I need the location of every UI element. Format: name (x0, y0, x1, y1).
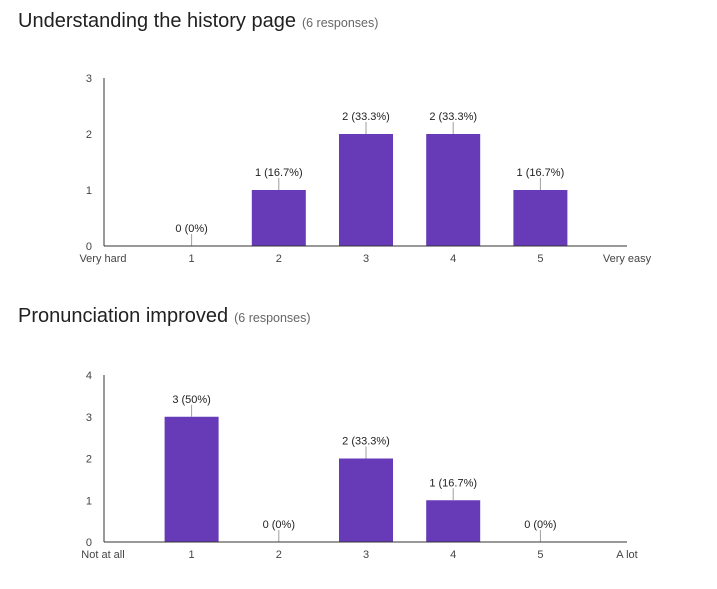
y-tick-label: 1 (86, 185, 92, 197)
response-count: (6 responses) (234, 311, 311, 325)
y-tick-label: 2 (86, 129, 92, 141)
bar (339, 458, 393, 542)
x-tick-label: 5 (537, 253, 543, 265)
x-tick-label: 2 (276, 253, 282, 265)
data-label: 1 (16.7%) (429, 477, 477, 489)
y-tick-label: 1 (86, 495, 92, 507)
x-tick-label: 5 (537, 549, 543, 561)
bar (164, 416, 219, 542)
y-tick-label: 3 (86, 412, 92, 424)
chart-title: Pronunciation improved (18, 305, 229, 327)
y-tick-label: 3 (86, 73, 92, 85)
x-start-label: Very hard (79, 253, 126, 265)
data-label: 3 (50%) (172, 394, 211, 406)
x-tick-label: 4 (450, 549, 456, 561)
bar (426, 134, 481, 246)
bar (339, 134, 393, 246)
x-tick-label: 1 (189, 549, 195, 561)
x-tick-label: 2 (276, 549, 282, 561)
y-tick-label: 2 (86, 454, 92, 466)
y-tick-label: 0 (86, 241, 92, 253)
data-label: 0 (0%) (263, 519, 295, 531)
chart-title: Understanding the history page (18, 10, 296, 32)
chart-panel-pronunciation: 0 1 2 3 4 3 (50%) 1 0 (0%) 2 2 (33.3%) 3 1 (16.7%) 4… (0, 295, 717, 589)
bar (426, 500, 481, 542)
x-end-label: A lot (616, 549, 637, 561)
bar-chart: 0 1 2 3 4 3 (50%) 1 0 (0%) 2 2 (33.3%) 3 1 (16.7%) 4… (81, 370, 637, 561)
bar-chart: 0 1 2 3 0 (0%) 1 1 (16.7%) 2 2 (33.3%) 3 2 (33.3%)… (79, 73, 652, 265)
data-label: 2 (33.3%) (342, 111, 390, 123)
x-end-label: Very easy (603, 253, 652, 265)
chart-header: Pronunciation improved (6 responses) (18, 305, 311, 328)
x-tick-label: 1 (189, 253, 195, 265)
bar (513, 190, 568, 246)
x-tick-label: 3 (363, 549, 369, 561)
data-label: 0 (0%) (524, 519, 556, 531)
data-label: 1 (16.7%) (255, 167, 303, 179)
x-tick-label: 4 (450, 253, 456, 265)
x-tick-label: 3 (363, 253, 369, 265)
chart-header: Understanding the history page (6 respons… (18, 10, 378, 33)
y-tick-label: 4 (86, 370, 92, 382)
data-label: 2 (33.3%) (342, 436, 390, 448)
x-start-label: Not at all (81, 549, 124, 561)
data-label: 0 (0%) (175, 223, 207, 235)
data-label: 1 (16.7%) (517, 167, 565, 179)
response-count: (6 responses) (301, 16, 379, 30)
data-label: 2 (33.3%) (429, 111, 477, 123)
bar (251, 190, 306, 246)
y-tick-label: 0 (86, 537, 92, 549)
chart-panel-history: 0 1 2 3 0 (0%) 1 1 (16.7%) 2 2 (33.3%) 3 2 (33.3%)… (18, 10, 652, 265)
